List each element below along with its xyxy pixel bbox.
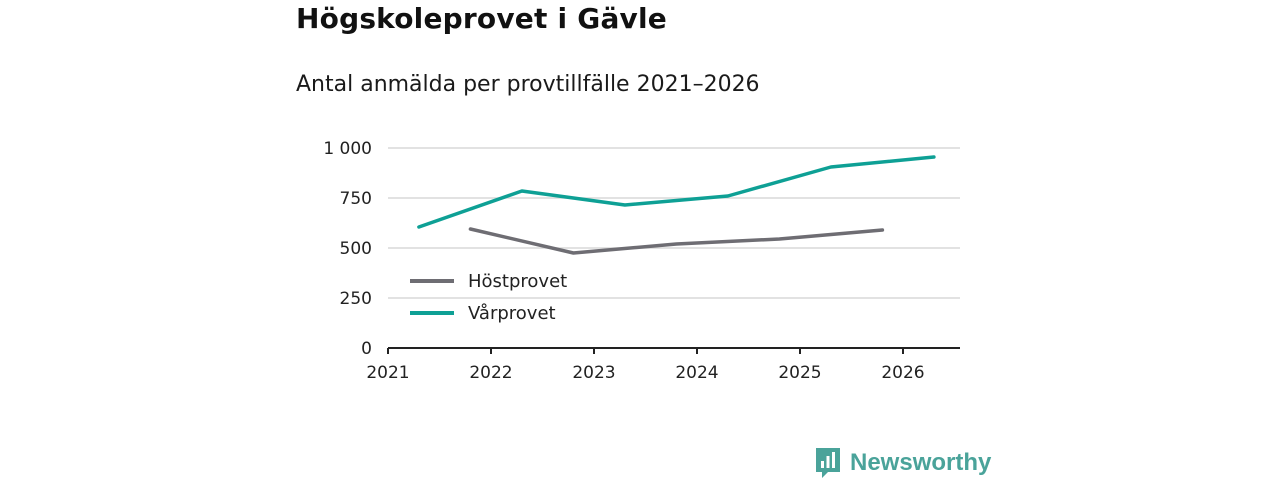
legend-label: Höstprovet <box>468 271 567 292</box>
series-lines <box>417 155 936 255</box>
x-tick-label: 2024 <box>675 363 718 383</box>
y-tick-label: 750 <box>340 189 372 209</box>
x-tick-label: 2026 <box>881 363 924 383</box>
series-line-hostprovet <box>468 227 885 255</box>
y-tick-label: 500 <box>340 239 372 259</box>
bar-chart-speech-icon <box>816 448 840 478</box>
gridlines <box>388 147 960 299</box>
chart-subtitle: Antal anmälda per provtillfälle 2021–202… <box>296 72 760 97</box>
series-line-varprovet <box>417 155 936 229</box>
legend: Höstprovet Vårprovet <box>410 271 567 324</box>
chart-title: Högskoleprovet i Gävle <box>296 2 667 35</box>
y-tick-label: 0 <box>361 339 372 359</box>
legend-label: Vårprovet <box>468 303 556 324</box>
axes: 0 250 500 750 1 000 2021 2022 2023 2024 2025 2026 <box>323 139 960 383</box>
x-tick-label: 2023 <box>572 363 615 383</box>
x-tick-label: 2022 <box>469 363 512 383</box>
y-tick-label: 1 000 <box>323 139 372 159</box>
y-tick-label: 250 <box>340 289 372 309</box>
x-tick-label: 2025 <box>778 363 821 383</box>
brand-name: Newsworthy <box>850 449 992 476</box>
newsworthy-logo: Newsworthy <box>814 446 991 480</box>
x-tick-label: 2021 <box>366 363 409 383</box>
